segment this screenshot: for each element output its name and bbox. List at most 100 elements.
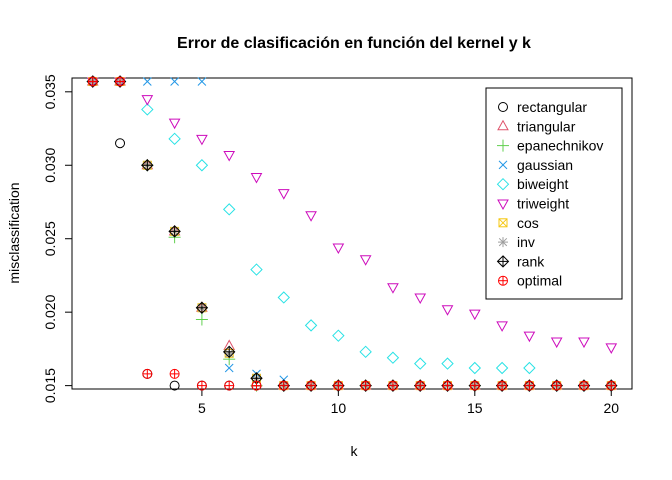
legend-marker-triweight <box>497 199 509 211</box>
legend-marker-epanechnikov <box>497 139 509 152</box>
legend-label-triweight: triweight <box>517 196 569 212</box>
data-point-optimal <box>306 380 317 391</box>
data-point-optimal <box>278 380 289 391</box>
legend-marker-triangular <box>497 119 509 131</box>
y-tick-label: 0.030 <box>42 148 58 183</box>
data-point-triweight <box>387 283 399 294</box>
data-point-biweight <box>523 361 536 375</box>
legend-label-cos: cos <box>517 215 539 231</box>
x-tick-label: 5 <box>198 400 206 416</box>
data-point-triweight <box>414 293 427 305</box>
data-point-triweight <box>605 343 618 354</box>
legend-label-gaussian: gaussian <box>517 157 573 173</box>
data-point-optimal <box>578 380 589 391</box>
chart-title: Error de clasificación en función del ke… <box>177 35 531 52</box>
data-point-biweight <box>359 345 372 359</box>
legend-marker-biweight <box>496 177 510 191</box>
data-point-optimal <box>251 380 262 391</box>
legend-label-rectangular: rectangular <box>517 99 587 115</box>
data-point-triweight <box>578 337 590 349</box>
data-point-biweight <box>495 361 509 375</box>
data-point-optimal <box>333 380 344 391</box>
data-point-optimal <box>115 76 126 87</box>
axes: 5 10 15 20 0.015 0.020 0.025 0.030 0.035 <box>42 74 619 416</box>
data-point-biweight <box>332 329 345 342</box>
data-point-triweight <box>496 321 508 332</box>
y-tick-label: 0.035 <box>42 74 58 109</box>
data-point-optimal <box>469 380 480 391</box>
data-point-triweight <box>332 243 345 255</box>
legend: rectangular triangular epanechnikov gaussia… <box>485 87 623 300</box>
legend-label-triangular: triangular <box>517 118 576 134</box>
legend-marker-rectangular <box>498 102 508 112</box>
legend-marker-gaussian <box>498 160 508 170</box>
data-point-triweight <box>468 309 481 321</box>
data-point-optimal <box>360 380 371 391</box>
data-point-triweight <box>441 305 454 316</box>
legend-label-epanechnikov: epanechnikov <box>517 138 603 154</box>
series-optimal <box>87 76 617 391</box>
x-tick-label: 10 <box>331 400 347 416</box>
data-point-rank <box>168 225 181 238</box>
data-point-biweight <box>386 351 400 364</box>
data-point-rank <box>222 345 236 359</box>
data-point-rectangular <box>115 138 126 149</box>
data-point-optimal <box>606 380 617 391</box>
data-point-biweight <box>195 159 209 172</box>
data-point-optimal <box>169 368 180 379</box>
data-point-biweight <box>441 357 454 370</box>
data-point-rectangular <box>169 380 180 391</box>
data-point-triweight <box>196 134 208 146</box>
data-point-biweight <box>468 361 482 375</box>
data-point-triweight <box>359 255 372 266</box>
data-point-biweight <box>168 132 181 146</box>
data-point-gaussian <box>142 77 152 86</box>
x-tick-label: 20 <box>603 400 619 416</box>
data-point-optimal <box>524 380 535 391</box>
data-point-triweight <box>141 95 154 106</box>
data-point-optimal <box>497 380 508 391</box>
data-point-triweight <box>223 150 236 162</box>
data-point-optimal <box>142 368 153 379</box>
data-point-optimal <box>415 380 426 391</box>
legend-marker-inv <box>498 237 508 248</box>
y-tick-label: 0.015 <box>42 368 58 403</box>
data-point-biweight <box>250 263 263 276</box>
data-point-biweight <box>141 103 154 116</box>
data-point-triweight <box>550 337 563 349</box>
data-point-triweight <box>523 331 536 343</box>
x-axis-label: k <box>351 443 359 459</box>
data-point-optimal <box>224 380 235 391</box>
data-point-triweight <box>250 173 263 184</box>
legend-label-biweight: biweight <box>517 176 568 192</box>
data-point-rank <box>141 159 154 172</box>
data-point-biweight <box>277 291 290 304</box>
x-tick-label: 15 <box>467 400 483 416</box>
legend-marker-rank <box>496 255 510 268</box>
data-point-optimal <box>442 380 453 391</box>
data-point-rank <box>195 301 209 314</box>
data-point-optimal <box>87 76 98 87</box>
legend-label-inv: inv <box>517 234 535 250</box>
data-point-optimal <box>387 380 398 391</box>
data-point-triweight <box>168 118 181 130</box>
y-axis-label: misclassification <box>6 182 22 283</box>
data-point-gaussian <box>197 77 207 86</box>
y-tick-label: 0.025 <box>42 221 58 256</box>
legend-label-rank: rank <box>517 253 545 269</box>
y-tick-label: 0.020 <box>42 294 58 329</box>
data-point-optimal <box>196 380 207 391</box>
data-point-triweight <box>305 211 317 222</box>
data-point-biweight <box>304 319 318 332</box>
legend-marker-cos <box>498 218 508 228</box>
legend-label-optimal: optimal <box>517 273 562 289</box>
data-point-gaussian <box>224 363 234 373</box>
legend-box <box>485 87 623 300</box>
data-point-biweight <box>222 203 236 216</box>
data-point-gaussian <box>170 77 179 86</box>
data-points <box>86 74 618 392</box>
data-point-triweight <box>277 189 290 200</box>
data-point-optimal <box>551 380 562 391</box>
legend-marker-optimal <box>498 275 508 286</box>
